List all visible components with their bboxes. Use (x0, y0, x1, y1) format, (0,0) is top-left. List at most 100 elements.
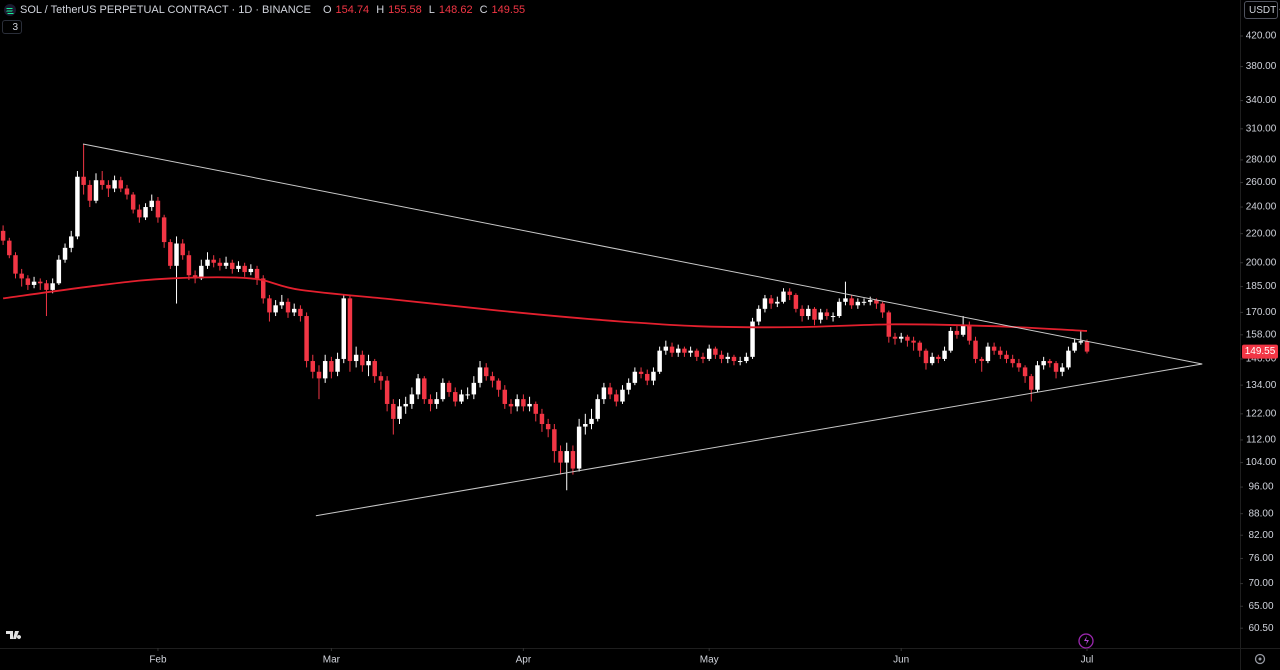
icon-bg (4, 4, 16, 16)
candle-body (756, 308, 761, 322)
y-tick-label: 146.00 (1246, 354, 1277, 365)
candle-body (985, 346, 991, 362)
ohlc-value: 148.62 (438, 4, 473, 16)
candle-body (967, 325, 972, 341)
candle-body (973, 340, 978, 359)
candle-body (682, 348, 687, 353)
y-tick-label: 185.00 (1246, 281, 1277, 292)
x-tick-label: Jun (893, 655, 909, 666)
candle-body (211, 259, 216, 263)
candle-body (353, 354, 359, 362)
candle-body (521, 399, 526, 407)
candle-body (954, 330, 960, 335)
candle-body (415, 378, 421, 395)
candle-body (868, 300, 873, 302)
candle-body (223, 262, 229, 266)
candle-body (1047, 361, 1053, 364)
candle-body (1084, 341, 1090, 352)
candle-body (558, 451, 563, 463)
icon-mark (6, 8, 14, 14)
candle-body (267, 298, 272, 313)
candle-body (929, 356, 935, 364)
settings-icon[interactable] (1254, 653, 1266, 665)
candle-body (1041, 361, 1046, 366)
candle-body (168, 242, 173, 266)
candle-body (13, 255, 18, 274)
symbol-title[interactable]: SOL / TetherUS PERPETUAL CONTRACT · 1D ·… (20, 4, 311, 16)
candle-body (657, 350, 662, 372)
ohlc-value: 149.55 (491, 4, 526, 16)
indicators-toggle[interactable]: 3 (2, 20, 22, 34)
candle-body (620, 389, 625, 402)
candle-body (806, 308, 811, 317)
candle-body (19, 273, 24, 279)
candle-body (855, 301, 861, 306)
candle-body (793, 294, 799, 309)
ohlc-value: 155.58 (388, 4, 422, 16)
candle-body (991, 346, 997, 351)
candle-body (675, 348, 681, 353)
candle-body (731, 356, 737, 362)
last-price-label: 149.55 (1245, 346, 1276, 357)
candle-body (775, 301, 780, 304)
candle-body (149, 200, 154, 208)
candle-body (663, 346, 669, 351)
candle-body (607, 387, 613, 395)
y-tick-label: 96.00 (1248, 482, 1273, 493)
y-tick-label: 420.00 (1246, 31, 1277, 42)
candle-body (837, 301, 842, 317)
candle-body (440, 382, 446, 400)
candle-body (719, 354, 724, 359)
x-tick-label: Mar (323, 655, 341, 666)
candle-body (898, 336, 904, 339)
candle-body (7, 240, 12, 256)
candle-body (137, 209, 142, 218)
y-tick-label: 220.00 (1246, 228, 1277, 239)
candle-body (434, 399, 439, 404)
header: SOL / TetherUS PERPETUAL CONTRACT · 1D ·… (4, 2, 528, 18)
candle-body (230, 262, 235, 269)
candle-body (483, 367, 489, 377)
candle-body (161, 217, 167, 243)
y-tick-label: 88.00 (1248, 508, 1273, 519)
candle-body (861, 301, 867, 303)
candle-body (38, 281, 43, 284)
candle-body (818, 312, 823, 320)
candle-body (601, 387, 607, 400)
alert-icon[interactable] (1078, 633, 1094, 649)
x-tick-label: Feb (149, 655, 167, 666)
y-tick-label: 280.00 (1246, 155, 1277, 166)
y-tick-label: 200.00 (1246, 257, 1277, 268)
candle-body (1022, 367, 1028, 377)
y-tick-label: 65.00 (1248, 601, 1273, 612)
icon-bolt (1084, 636, 1089, 645)
candle-body (304, 316, 309, 362)
tv-logo[interactable] (6, 631, 22, 640)
candle-body (384, 380, 390, 404)
candle-body (391, 403, 396, 419)
candle-body (725, 356, 731, 359)
currency-button[interactable]: USDT▾ (1244, 1, 1280, 19)
candle-body (645, 373, 650, 381)
candle-body (713, 348, 718, 355)
candle-body (285, 301, 291, 313)
y-tick-label: 82.00 (1248, 530, 1273, 541)
y-tick-label: 340.00 (1246, 95, 1277, 106)
candle-body (781, 291, 786, 302)
candle-body (849, 298, 854, 306)
candle-body (539, 413, 545, 425)
ohlc-label: C (479, 4, 488, 16)
candle-body (329, 361, 334, 372)
candle-body (316, 371, 322, 379)
candle-body (892, 336, 898, 339)
moving-average (2, 276, 1088, 332)
ohlc-label: O (322, 4, 332, 16)
candle-body (799, 308, 805, 317)
candle-body (397, 406, 402, 419)
y-tick-label: 60.50 (1248, 623, 1273, 634)
candle-body (700, 356, 706, 359)
candle-body (942, 350, 947, 359)
candle-body (99, 180, 105, 185)
candle-body (0, 230, 6, 241)
